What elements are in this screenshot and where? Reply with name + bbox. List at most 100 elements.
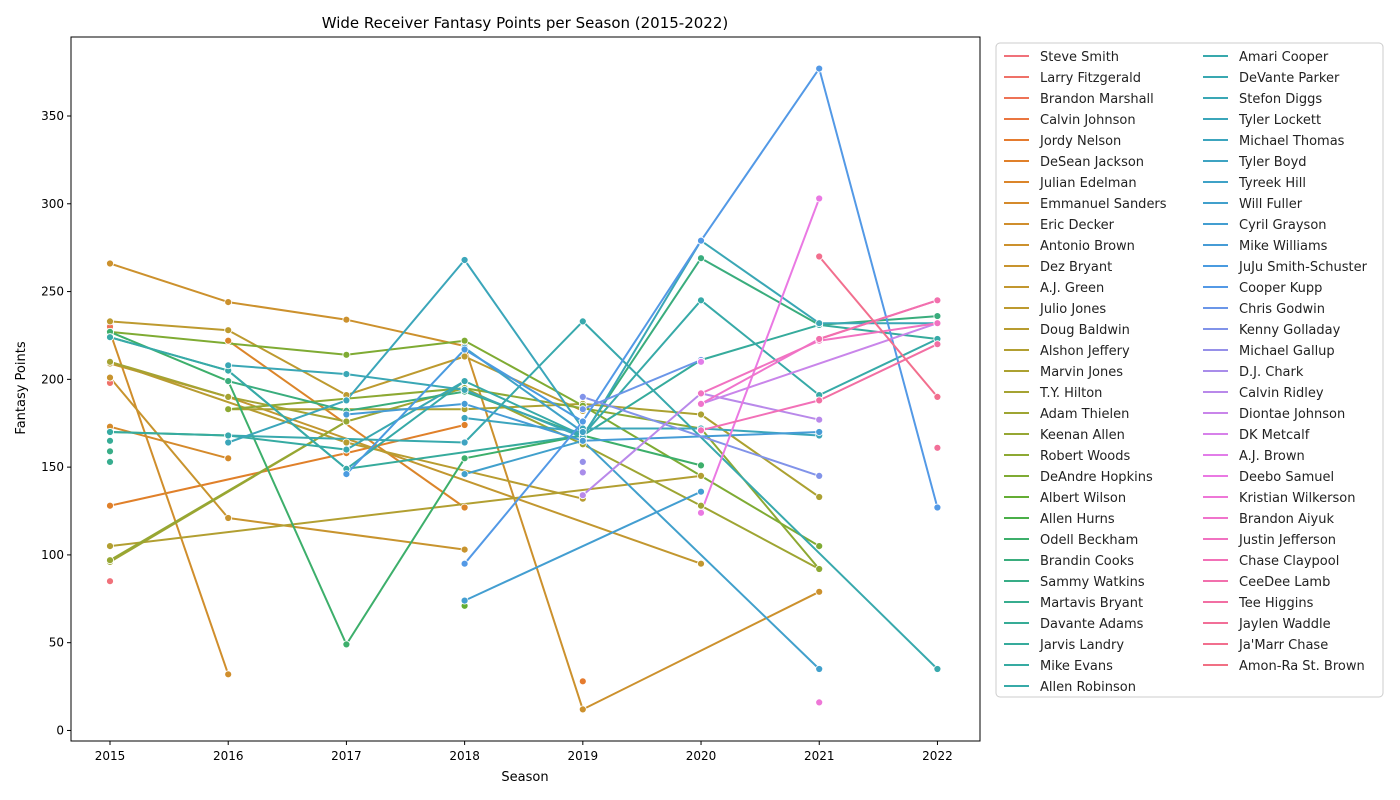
legend-label-42: Cooper Kupp	[1239, 281, 1322, 296]
data-point-18-0	[106, 556, 114, 565]
data-point-9-2	[342, 315, 351, 324]
legend-label-47: Calvin Ridley	[1239, 386, 1324, 401]
data-point-43-0	[578, 405, 587, 414]
legend-label-15: Marvin Jones	[1040, 365, 1123, 380]
legend-label-8: Eric Decker	[1040, 218, 1115, 233]
legend-label-14: Alshon Jeffery	[1040, 344, 1130, 359]
data-point-29-0	[106, 428, 114, 436]
data-point-41-1	[460, 345, 469, 354]
series-line-15	[228, 402, 820, 498]
data-point-56-1	[933, 296, 942, 305]
data-point-15-4	[815, 493, 824, 501]
series-line-54	[700, 322, 938, 395]
data-point-33-0	[224, 361, 233, 370]
legend-label-24: Brandin Cooks	[1040, 554, 1134, 569]
data-point-10-1	[224, 514, 233, 522]
data-point-27-0	[106, 436, 114, 445]
data-point-34-0	[224, 438, 233, 447]
series-line-55	[700, 399, 820, 432]
data-point-23-3	[460, 454, 469, 463]
legend-label-7: Emmanuel Sanders	[1040, 197, 1167, 212]
data-point-52-0	[815, 698, 824, 707]
legend-label-53: Brandon Aiyuk	[1239, 512, 1334, 527]
legend-label-33: Stefon Diggs	[1239, 92, 1322, 107]
legend-label-58: Jaylen Waddle	[1238, 617, 1331, 632]
data-point-18-1	[342, 417, 351, 426]
series-line-23	[109, 330, 702, 646]
data-point-42-1	[578, 417, 587, 426]
data-point-38-0	[460, 470, 469, 479]
data-point-57-1	[933, 340, 942, 349]
legend-label-39: Cyril Grayson	[1239, 218, 1327, 233]
data-point-16-0	[106, 357, 114, 366]
axes: 2015 2016 2017 2018 2019 2020 2021 2022 0 50 100 15…	[41, 36, 981, 763]
series-line-7	[109, 425, 229, 460]
data-point-19-0	[224, 405, 233, 414]
x-tick-label-1: 2016	[213, 749, 244, 763]
legend-label-55: Chase Claypool	[1239, 554, 1339, 569]
data-point-59-1	[933, 392, 942, 401]
series-line-56	[818, 299, 938, 340]
data-point-0-0	[106, 577, 114, 586]
y-tick-label-6: 300	[41, 197, 64, 211]
legend-label-60: Amon-Ra St. Brown	[1239, 659, 1365, 674]
data-point-42-3	[815, 64, 824, 73]
data-point-5-2	[460, 421, 469, 429]
data-point-15-3	[697, 410, 705, 419]
x-tick-label-6: 2021	[804, 749, 835, 763]
series-line-8	[109, 331, 230, 675]
series-line-35	[464, 417, 583, 433]
data-point-33-5	[815, 319, 824, 328]
data-point-19-3	[815, 565, 824, 573]
data-point-12-1	[224, 326, 233, 335]
data-point-16-1	[224, 392, 233, 401]
data-point-9-1	[224, 298, 233, 307]
data-point-42-4	[933, 503, 942, 512]
data-point-9-5	[815, 587, 824, 596]
legend: Steve Smith Larry Fitzgerald Brandon Marsh…	[995, 42, 1384, 698]
legend-label-25: Sammy Watkins	[1040, 575, 1145, 590]
data-point-34-1	[342, 396, 351, 405]
y-tick-label-1: 50	[49, 636, 64, 650]
legend-label-22: Allen Hurns	[1040, 512, 1115, 527]
data-point-47-2	[815, 415, 824, 424]
legend-label-17: Adam Thielen	[1040, 407, 1129, 422]
legend-label-12: Julio Jones	[1039, 302, 1106, 317]
legend-label-32: DeVante Parker	[1239, 71, 1340, 86]
x-tick-label-4: 2019	[568, 749, 599, 763]
legend-label-19: Robert Woods	[1040, 449, 1130, 464]
legend-label-27: Davante Adams	[1040, 617, 1144, 632]
data-point-50-0	[697, 357, 705, 366]
data-point-56-0	[815, 335, 824, 343]
legend-label-43: Chris Godwin	[1239, 302, 1325, 317]
legend-label-30: Allen Robinson	[1040, 680, 1136, 695]
data-point-37-1	[578, 428, 587, 436]
legend-label-59: Ja'Marr Chase	[1238, 638, 1328, 653]
data-point-31-0	[224, 431, 233, 440]
data-point-41-0	[342, 470, 351, 479]
legend-label-34: Tyler Lockett	[1238, 113, 1321, 128]
series-line-14	[109, 474, 702, 548]
legend-label-26: Martavis Bryant	[1040, 596, 1143, 611]
x-tick-label-2: 2017	[331, 749, 362, 763]
data-point-39-0	[460, 596, 469, 605]
data-point-24-0	[224, 377, 233, 386]
legend-label-38: Will Fuller	[1239, 197, 1303, 212]
series-line-48	[700, 322, 938, 405]
y-tick-label-5: 250	[41, 285, 64, 299]
legend-label-40: Mike Williams	[1239, 239, 1328, 254]
legend-label-0: Steve Smith	[1040, 50, 1119, 65]
data-point-42-0	[460, 559, 469, 568]
y-tick-label-7: 350	[41, 109, 64, 123]
legend-label-6: Julian Edelman	[1039, 176, 1137, 191]
chart-title: Wide Receiver Fantasy Points per Season …	[322, 14, 729, 32]
data-point-32-1	[460, 377, 469, 386]
series-line-30	[109, 299, 938, 470]
x-tick-label-7: 2022	[922, 749, 953, 763]
y-tick-label-4: 200	[41, 372, 64, 386]
data-point-14-1	[697, 471, 705, 480]
x-tick-label-0: 2015	[95, 749, 126, 763]
legend-label-44: Kenny Golladay	[1239, 323, 1341, 338]
legend-label-36: Tyler Boyd	[1238, 155, 1307, 170]
data-point-17-4	[697, 501, 705, 510]
